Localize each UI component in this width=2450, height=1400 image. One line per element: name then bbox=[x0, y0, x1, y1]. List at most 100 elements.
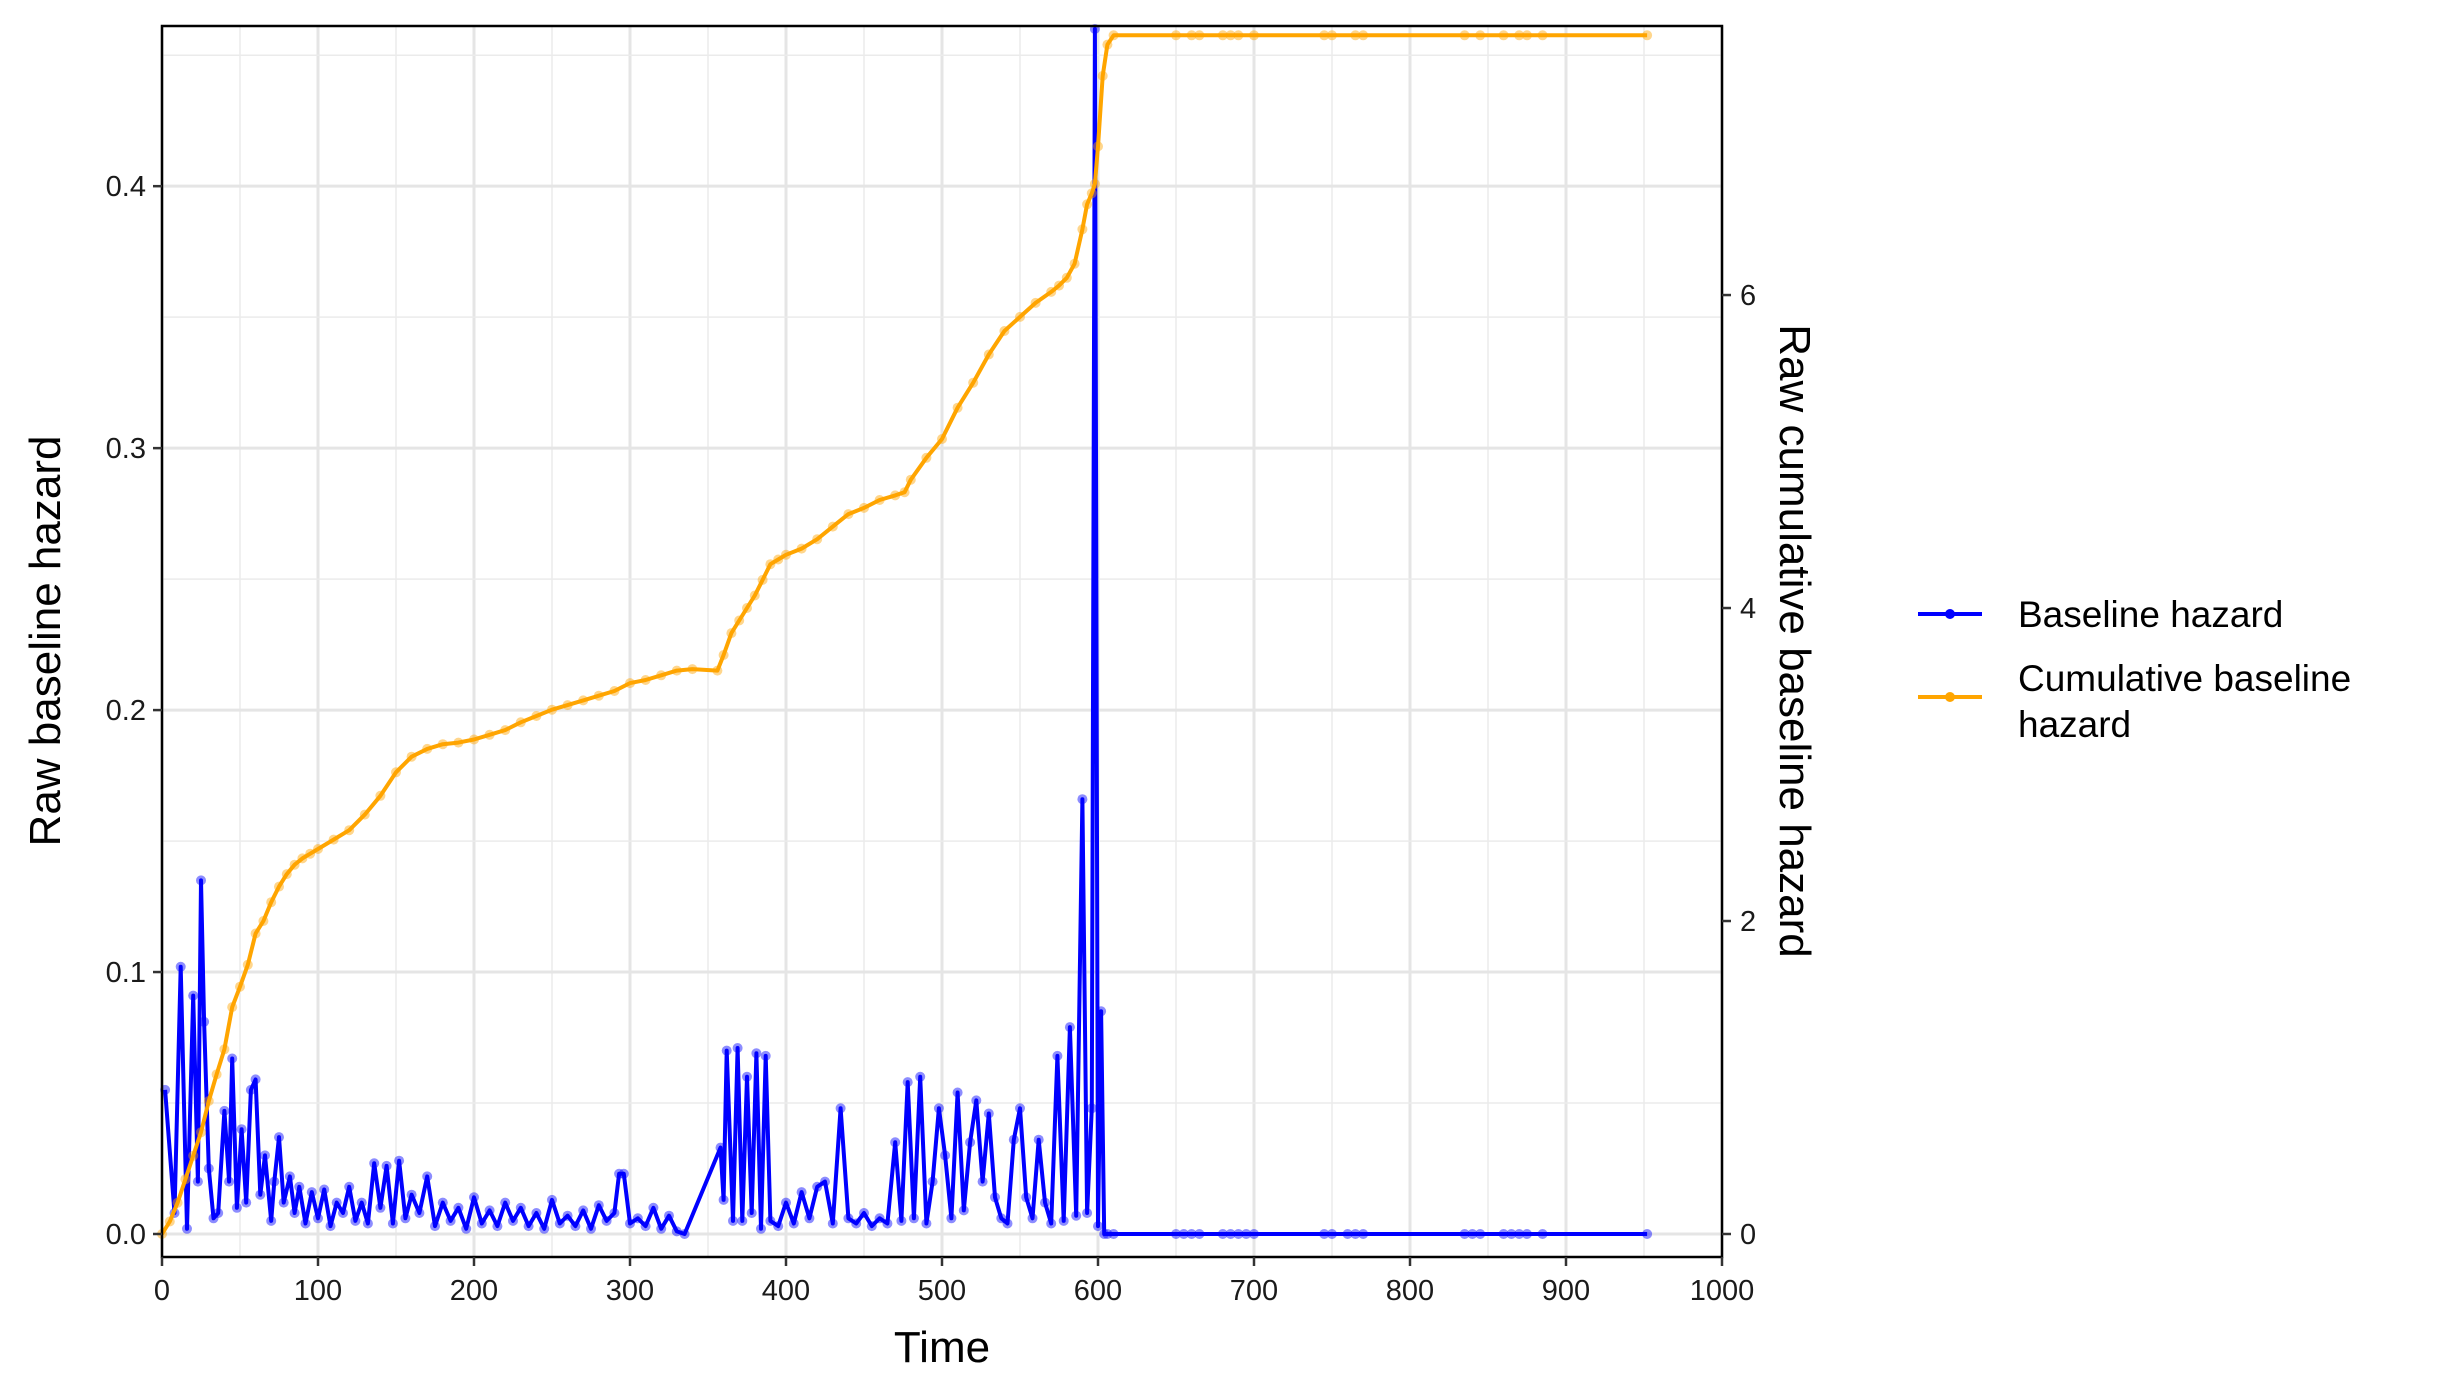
data-point bbox=[523, 1221, 534, 1232]
data-point bbox=[180, 1174, 191, 1185]
data-point bbox=[250, 1074, 261, 1085]
data-point bbox=[749, 590, 760, 601]
data-point bbox=[430, 1221, 440, 1232]
data-point bbox=[1358, 30, 1369, 41]
data-point bbox=[562, 700, 573, 711]
data-point bbox=[203, 1163, 214, 1174]
legend-label-line-2: hazard bbox=[2018, 704, 2131, 745]
data-point bbox=[531, 711, 542, 721]
data-point bbox=[640, 1221, 651, 1232]
data-point bbox=[593, 690, 604, 701]
data-point bbox=[1522, 1229, 1532, 1239]
data-point bbox=[1015, 311, 1025, 322]
data-point bbox=[245, 1084, 256, 1095]
data-point bbox=[732, 1043, 743, 1053]
data-point bbox=[742, 1071, 752, 1082]
data-point bbox=[859, 502, 869, 513]
data-point bbox=[211, 1069, 222, 1080]
data-point bbox=[1249, 1229, 1259, 1239]
data-point bbox=[213, 1208, 224, 1218]
data-point bbox=[968, 377, 979, 388]
data-point bbox=[586, 1223, 596, 1234]
data-point bbox=[508, 1215, 518, 1226]
y2-tick-label: 6 bbox=[1740, 280, 1756, 312]
data-point bbox=[1097, 70, 1108, 81]
data-point bbox=[250, 928, 261, 939]
series-line bbox=[160, 33, 1648, 1236]
x-tick-label: 300 bbox=[606, 1275, 654, 1307]
legend-label-cumulative-baseline-hazard: Cumulative baseline hazard bbox=[2018, 658, 2361, 745]
data-point bbox=[562, 1210, 573, 1221]
data-point bbox=[325, 1221, 336, 1232]
data-point bbox=[656, 670, 667, 681]
legend-label-baseline-hazard: Baseline hazard bbox=[2018, 594, 2283, 635]
data-point bbox=[242, 959, 253, 970]
data-point bbox=[235, 981, 245, 992]
data-point bbox=[255, 1189, 266, 1200]
data-point bbox=[1086, 188, 1097, 199]
data-point bbox=[1514, 1229, 1525, 1239]
data-point bbox=[742, 603, 752, 613]
data-point bbox=[300, 1218, 311, 1229]
y2-tick-label: 0 bbox=[1740, 1219, 1756, 1251]
y-tick-label: 0.2 bbox=[106, 695, 146, 727]
data-point bbox=[1099, 1229, 1110, 1239]
data-point bbox=[381, 1160, 392, 1171]
data-point bbox=[437, 1197, 448, 1208]
data-point bbox=[843, 1213, 854, 1224]
data-point bbox=[344, 1181, 355, 1192]
x-tick-label: 500 bbox=[918, 1275, 966, 1307]
data-point bbox=[859, 1208, 869, 1218]
data-point bbox=[224, 1176, 235, 1187]
x-tick-label: 400 bbox=[762, 1275, 810, 1307]
data-point bbox=[718, 1194, 729, 1205]
data-point bbox=[773, 1221, 784, 1232]
data-point bbox=[796, 543, 807, 554]
data-point bbox=[1077, 224, 1088, 235]
data-point bbox=[952, 1087, 963, 1098]
data-point bbox=[977, 1176, 988, 1187]
data-point bbox=[671, 1226, 682, 1237]
data-point bbox=[890, 1137, 901, 1148]
data-point bbox=[344, 825, 355, 836]
data-point bbox=[971, 1095, 982, 1106]
y-tick-label: 0.4 bbox=[106, 171, 146, 203]
data-point bbox=[726, 628, 737, 639]
data-point bbox=[453, 1202, 464, 1213]
data-point bbox=[921, 1218, 932, 1229]
data-point bbox=[375, 790, 386, 801]
data-point bbox=[765, 1215, 776, 1226]
data-point bbox=[531, 1208, 542, 1218]
data-point bbox=[199, 1016, 210, 1027]
data-point bbox=[437, 739, 448, 750]
data-point bbox=[1350, 1229, 1361, 1239]
data-point bbox=[1064, 1022, 1075, 1033]
data-point bbox=[422, 743, 433, 754]
data-point bbox=[788, 1218, 799, 1229]
data-point bbox=[648, 1202, 659, 1213]
data-point bbox=[1089, 178, 1100, 189]
data-point bbox=[1002, 1218, 1013, 1229]
x-tick-label: 600 bbox=[1074, 1275, 1122, 1307]
data-point bbox=[231, 1202, 242, 1213]
data-point bbox=[737, 1215, 748, 1226]
data-point bbox=[933, 1103, 944, 1114]
series-baseline-hazard bbox=[160, 24, 1653, 1239]
data-point bbox=[796, 1187, 807, 1198]
data-point bbox=[908, 1213, 919, 1224]
data-point bbox=[927, 1176, 938, 1187]
data-point bbox=[601, 1215, 612, 1226]
data-point bbox=[915, 1071, 926, 1082]
data-point bbox=[958, 1205, 969, 1216]
data-point bbox=[983, 349, 994, 360]
y2-axis-title: Raw cumulative baseline hazard bbox=[1770, 324, 1819, 957]
data-point bbox=[284, 1171, 295, 1182]
data-point bbox=[902, 1077, 913, 1088]
data-point bbox=[236, 1124, 247, 1135]
data-point bbox=[679, 1229, 690, 1239]
data-point bbox=[757, 574, 768, 585]
data-point bbox=[289, 859, 300, 870]
data-point bbox=[671, 665, 682, 676]
data-point bbox=[406, 1189, 417, 1200]
data-point bbox=[1506, 1229, 1517, 1239]
